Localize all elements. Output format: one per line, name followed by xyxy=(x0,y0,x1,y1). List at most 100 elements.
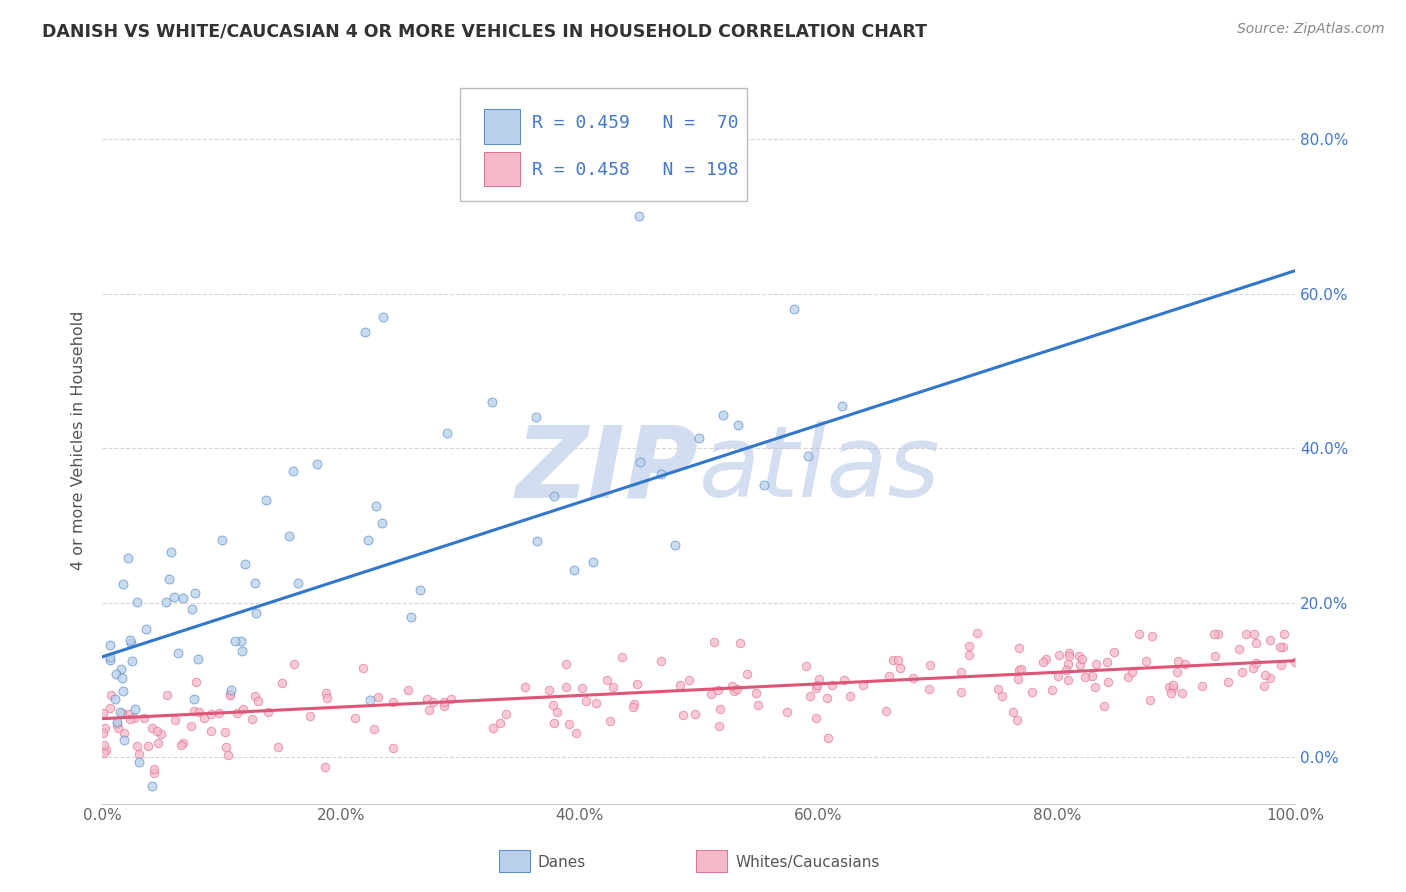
Point xyxy=(1010,662,1032,676)
Point xyxy=(108,706,131,720)
Point xyxy=(991,689,1014,703)
Point xyxy=(436,425,458,440)
Point xyxy=(1258,671,1281,685)
Point xyxy=(94,743,117,757)
Point xyxy=(183,704,205,718)
Point xyxy=(650,654,672,668)
Point xyxy=(118,713,141,727)
Point xyxy=(1139,693,1161,707)
Point xyxy=(678,673,700,688)
Point xyxy=(585,697,607,711)
Point xyxy=(1047,648,1070,662)
FancyBboxPatch shape xyxy=(484,152,520,186)
Point xyxy=(1059,647,1081,661)
Point xyxy=(217,747,239,762)
Point xyxy=(543,715,565,730)
Point xyxy=(254,493,277,508)
Point xyxy=(246,694,269,708)
Point xyxy=(118,633,141,648)
Point xyxy=(852,677,875,691)
Point xyxy=(186,674,208,689)
Point xyxy=(231,634,253,648)
Point xyxy=(136,739,159,754)
Point xyxy=(396,683,419,698)
Point xyxy=(709,702,731,716)
Point xyxy=(1258,633,1281,648)
Point xyxy=(231,644,253,658)
Point xyxy=(820,678,842,692)
Point xyxy=(582,555,605,569)
Point xyxy=(315,686,337,700)
Point xyxy=(621,700,644,714)
Point xyxy=(1268,640,1291,655)
Point xyxy=(143,762,166,776)
Point xyxy=(727,417,749,432)
Point xyxy=(920,657,942,672)
Point xyxy=(91,726,114,740)
Point xyxy=(433,699,456,714)
Y-axis label: 4 or more Vehicles in Household: 4 or more Vehicles in Household xyxy=(72,310,86,570)
Point xyxy=(219,689,242,703)
Point xyxy=(672,707,695,722)
Point xyxy=(240,712,263,726)
Point xyxy=(422,695,444,709)
Point xyxy=(183,691,205,706)
Point xyxy=(526,534,548,549)
Point xyxy=(117,707,139,722)
Point xyxy=(610,649,633,664)
Point xyxy=(105,715,128,730)
Point xyxy=(817,731,839,746)
Point xyxy=(562,563,585,577)
Point xyxy=(214,725,236,739)
Point xyxy=(1167,654,1189,668)
Text: R = 0.459   N =  70: R = 0.459 N = 70 xyxy=(531,114,738,132)
Point xyxy=(1069,658,1091,673)
Point xyxy=(815,690,838,705)
Point xyxy=(142,765,165,780)
Point xyxy=(668,678,690,692)
Point xyxy=(794,658,817,673)
Point xyxy=(1067,649,1090,664)
Point xyxy=(543,698,565,712)
Point xyxy=(1161,681,1184,696)
Point xyxy=(1171,686,1194,700)
Point xyxy=(141,780,163,794)
Point xyxy=(482,721,505,735)
Point xyxy=(901,671,924,685)
Point xyxy=(1128,626,1150,640)
Point xyxy=(257,705,280,719)
Point xyxy=(1005,713,1028,727)
Text: Whites/Caucasians: Whites/Caucasians xyxy=(735,855,880,870)
Point xyxy=(211,533,233,548)
Point xyxy=(1227,641,1250,656)
Point xyxy=(966,625,988,640)
Point xyxy=(725,682,748,697)
Point xyxy=(120,636,142,650)
Point xyxy=(1001,705,1024,719)
Point xyxy=(232,702,254,716)
Point xyxy=(172,736,194,750)
Point xyxy=(352,661,374,675)
Point xyxy=(1081,669,1104,683)
Point xyxy=(409,583,432,598)
Point xyxy=(367,690,389,705)
Point xyxy=(1054,663,1077,677)
Point xyxy=(1216,675,1239,690)
Point xyxy=(344,710,367,724)
Point xyxy=(433,695,456,709)
Point xyxy=(98,701,121,715)
Point xyxy=(128,755,150,769)
Point xyxy=(882,652,904,666)
Point xyxy=(146,723,169,738)
Point xyxy=(314,760,336,774)
Point xyxy=(135,622,157,636)
Point xyxy=(124,701,146,715)
Point xyxy=(1032,656,1054,670)
Point xyxy=(489,716,512,731)
Point xyxy=(1140,629,1163,643)
Point xyxy=(141,722,163,736)
Point xyxy=(157,572,180,586)
Point xyxy=(728,636,751,650)
Point xyxy=(1161,678,1184,692)
Point xyxy=(287,575,309,590)
